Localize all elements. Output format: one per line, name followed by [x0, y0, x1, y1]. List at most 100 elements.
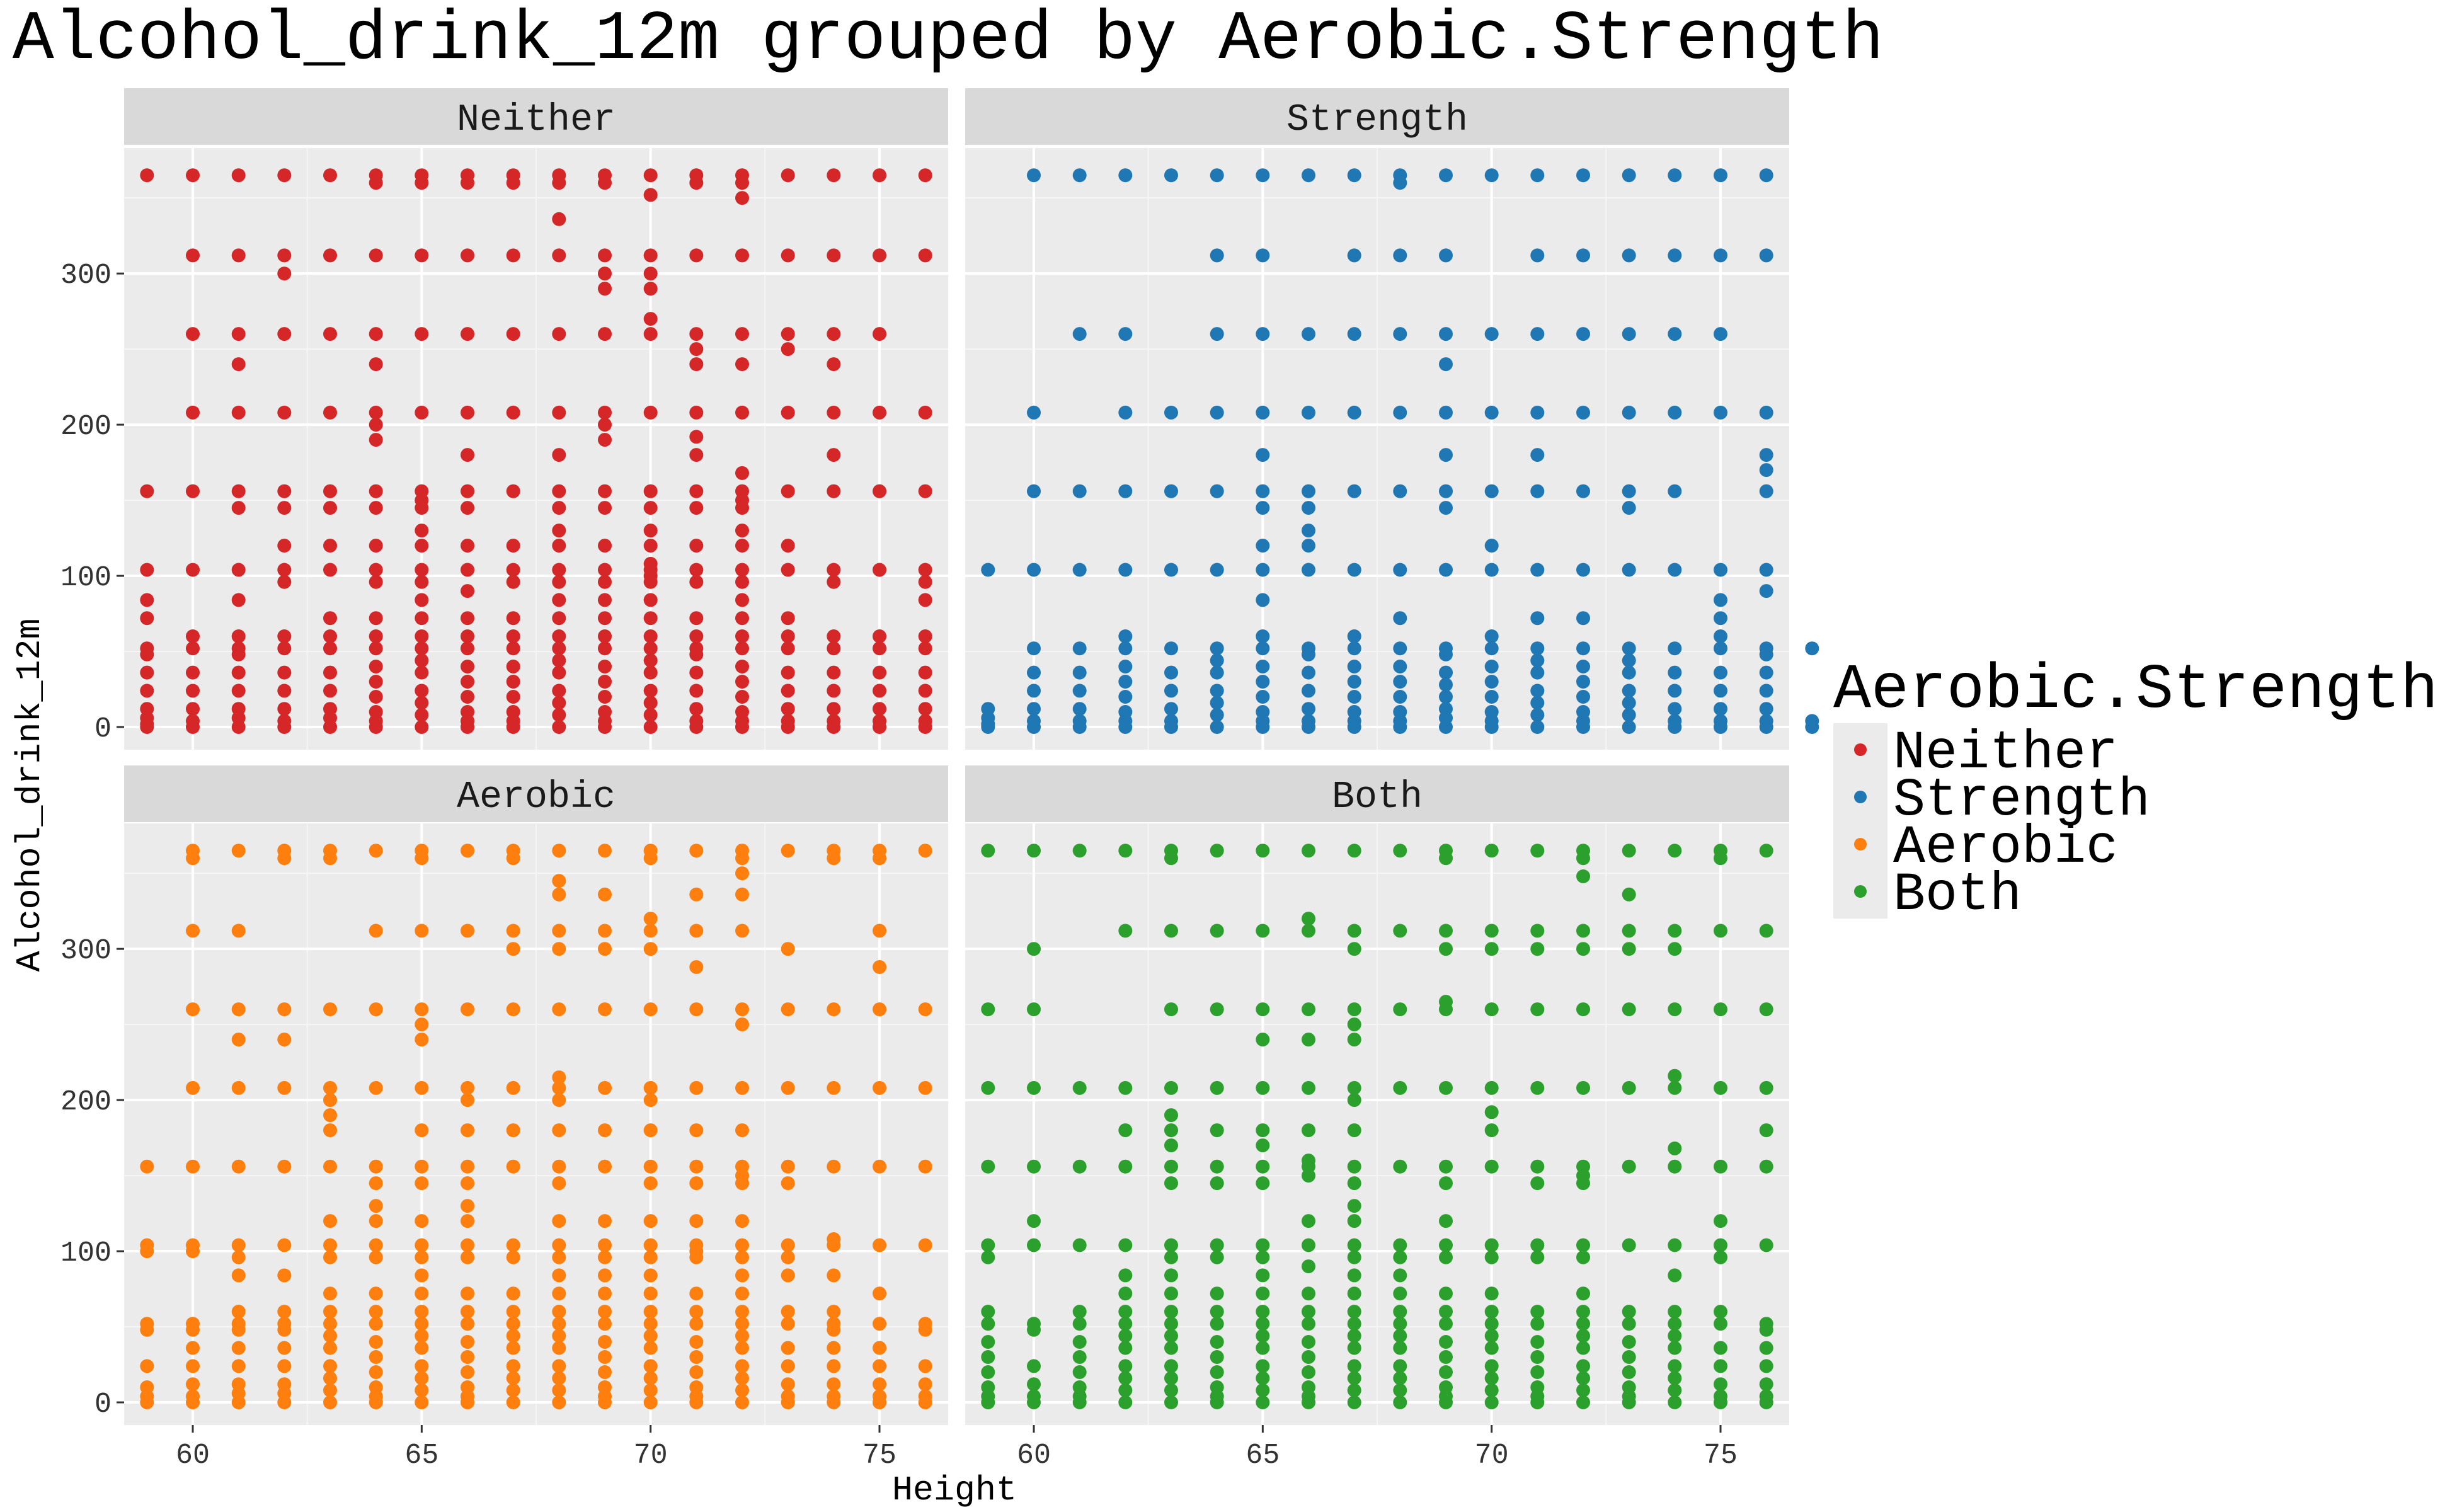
data-point	[827, 563, 841, 577]
data-point	[1210, 1395, 1224, 1409]
data-point	[323, 851, 337, 866]
data-point	[323, 1371, 337, 1385]
data-point	[1714, 1359, 1727, 1373]
data-point	[598, 593, 612, 607]
data-point	[1484, 1105, 1499, 1120]
data-point	[1530, 684, 1545, 698]
data-point	[781, 629, 795, 643]
data-point	[369, 405, 383, 420]
data-point	[1484, 1359, 1499, 1373]
data-point	[552, 641, 566, 656]
data-point	[643, 405, 658, 420]
data-point	[1210, 484, 1224, 498]
data-point	[1347, 1176, 1361, 1191]
data-point	[140, 647, 154, 662]
data-point	[1576, 1395, 1590, 1409]
data-point	[461, 584, 474, 598]
data-point	[1484, 1123, 1499, 1138]
data-point	[231, 1002, 246, 1017]
data-point	[1302, 1317, 1315, 1331]
x-tick-label: 60	[176, 1440, 210, 1472]
data-point	[231, 844, 246, 858]
data-point	[552, 1383, 566, 1397]
data-point	[1118, 1371, 1133, 1385]
data-point	[1347, 1268, 1361, 1283]
data-point	[1210, 1159, 1224, 1174]
data-point	[552, 1002, 566, 1017]
data-point	[140, 684, 154, 698]
data-point	[781, 168, 795, 183]
data-point	[1256, 448, 1270, 462]
data-point	[689, 405, 704, 420]
data-point	[506, 1250, 520, 1264]
data-point	[415, 1214, 429, 1228]
data-point	[1347, 1017, 1361, 1032]
data-point	[689, 575, 704, 589]
data-point	[918, 168, 932, 183]
data-point	[1347, 924, 1361, 938]
data-point	[689, 1080, 704, 1095]
data-point	[1256, 1383, 1270, 1397]
data-point	[186, 924, 200, 938]
data-point	[186, 484, 200, 498]
data-point	[1714, 629, 1727, 643]
data-point	[277, 1322, 292, 1337]
data-point	[140, 563, 154, 577]
data-point	[552, 327, 566, 341]
data-point	[1393, 1305, 1407, 1319]
data-point	[1256, 501, 1270, 515]
data-point	[231, 484, 246, 498]
data-point	[873, 405, 886, 420]
data-point	[1210, 1250, 1224, 1264]
data-point	[1072, 702, 1087, 716]
data-point	[1393, 1341, 1407, 1355]
data-point	[415, 707, 429, 722]
data-point	[1668, 1383, 1682, 1397]
data-point	[1668, 702, 1682, 716]
data-point	[506, 611, 520, 626]
data-point	[781, 641, 795, 656]
data-point	[1759, 1159, 1773, 1174]
data-point	[1439, 501, 1453, 515]
data-point	[598, 690, 612, 704]
data-point	[1714, 1377, 1727, 1392]
data-point	[277, 851, 292, 866]
data-point	[1347, 1317, 1361, 1331]
data-point	[506, 675, 520, 689]
data-point	[981, 720, 995, 734]
data-point	[1302, 539, 1315, 553]
data-point	[781, 1176, 795, 1191]
data-point	[781, 1359, 795, 1373]
data-point	[1164, 168, 1178, 183]
data-point	[1714, 684, 1727, 698]
data-point	[186, 327, 200, 341]
data-point	[1302, 684, 1315, 698]
x-tick-label: 65	[404, 1440, 438, 1472]
data-point	[552, 696, 566, 710]
data-point	[506, 563, 520, 577]
data-point	[1622, 501, 1636, 515]
data-point	[1118, 1080, 1133, 1095]
data-point	[1668, 720, 1682, 734]
data-point	[231, 1268, 246, 1283]
data-point	[1256, 1341, 1270, 1355]
data-point	[415, 327, 429, 341]
data-point	[643, 593, 658, 607]
data-point	[1576, 1371, 1590, 1385]
data-point	[689, 248, 704, 263]
data-point	[1439, 1365, 1453, 1379]
data-point	[1118, 844, 1133, 858]
data-point	[1393, 675, 1407, 689]
data-point	[1302, 327, 1315, 341]
data-point	[827, 357, 841, 372]
data-point	[552, 665, 566, 680]
data-point	[140, 1159, 154, 1174]
data-point	[781, 539, 795, 553]
data-point	[1668, 1371, 1682, 1385]
legend-label-aerobic: Aerobic	[1893, 817, 2118, 878]
data-point	[1164, 720, 1178, 734]
data-point	[1347, 1093, 1361, 1108]
data-point	[369, 1350, 383, 1364]
data-point	[186, 168, 200, 183]
data-point	[873, 1159, 886, 1174]
